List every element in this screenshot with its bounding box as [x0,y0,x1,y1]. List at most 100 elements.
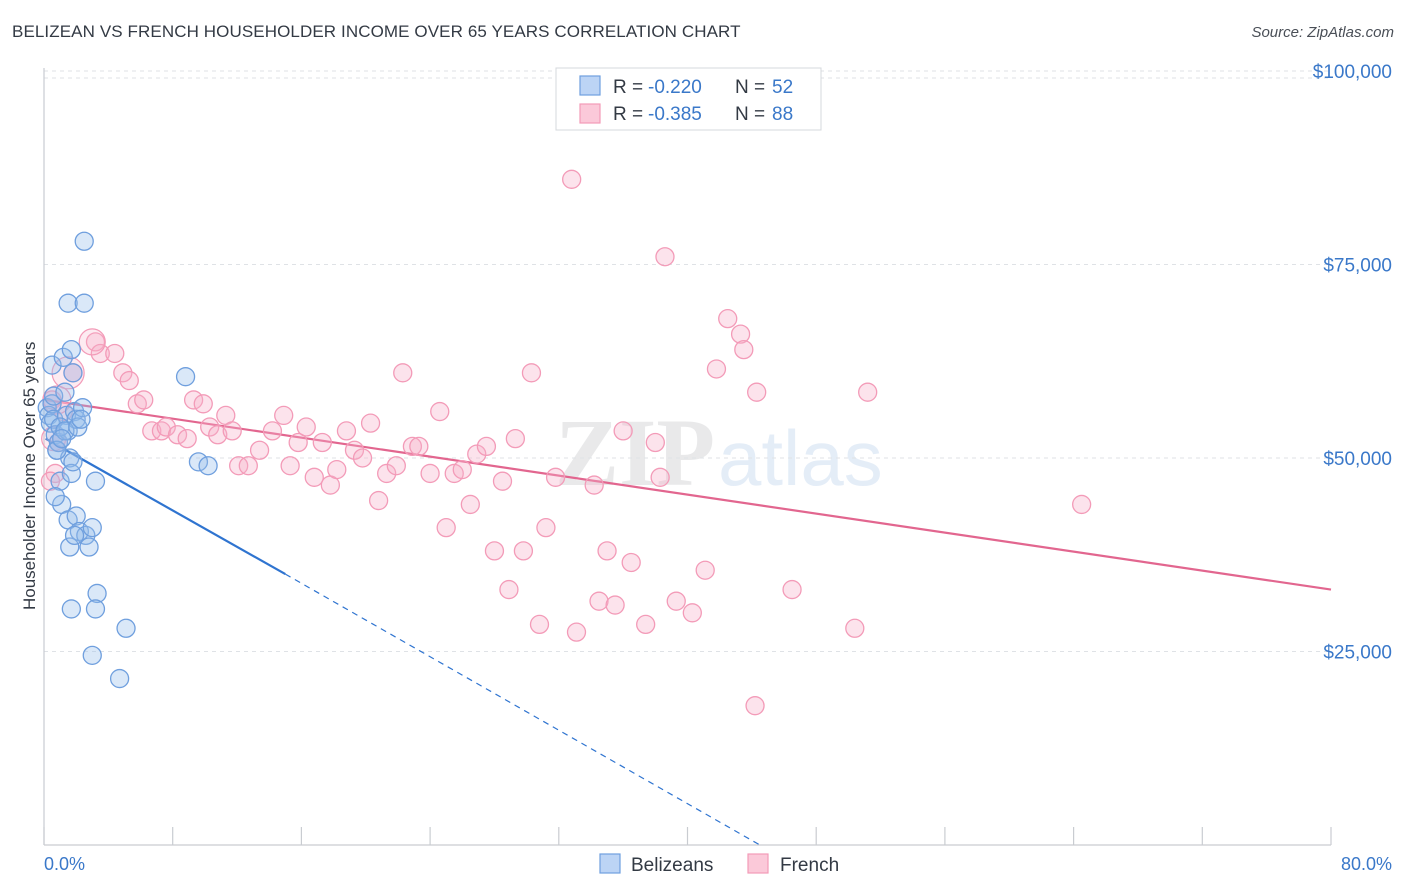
french-point-71 [645,432,665,453]
top-legend: R = -0.220 N = 52 R = -0.385 N = 88 [555,67,822,131]
belizeans-point-39 [109,668,130,689]
french-point-42 [393,363,413,383]
french-point-31 [304,467,324,487]
french-point-19 [200,417,220,437]
belizeans-point-38 [82,645,102,666]
trend-line-french [45,398,1332,591]
french-point-45 [420,463,440,484]
legend-swatch-belizeans [579,75,601,96]
french-point-76 [695,560,715,580]
french-point-81 [747,382,767,402]
french-point-20 [208,425,228,445]
french-point-70 [636,614,656,635]
belizeans-point-20 [66,409,86,429]
belizeans-point-8 [44,386,64,406]
french-point-53 [484,541,505,561]
belizeans-point-25 [66,506,86,526]
french-point-17 [183,390,204,410]
french-point-24 [238,456,258,476]
french-point-18 [193,394,213,414]
legend-n-label-belizeans: N = [735,77,765,98]
french-point-56 [505,428,526,449]
belizeans-point-30 [74,293,94,313]
french-point-57 [513,541,534,561]
belizeans-point-28 [58,293,78,313]
french-point-49 [452,459,472,480]
belizeans-point-29 [74,231,94,251]
french-point-22 [222,421,242,441]
french-point-86 [1071,494,1092,515]
french-point-79 [730,324,751,344]
french-point-77 [706,359,727,379]
french-point-8 [113,363,133,383]
french-point-32 [312,432,332,453]
french-point-73 [650,467,670,487]
belizeans-point-3 [42,394,62,414]
chart-title: BELIZEAN VS FRENCH HOUSEHOLDER INCOME OV… [12,22,741,41]
french-point-35 [336,421,357,441]
legend-r-label-french: R = [613,104,643,125]
y-tick-labels: $25,000 $50,000 $75,000 $100,000 [1313,62,1392,664]
french-point-26 [262,421,283,441]
french-point-27 [274,405,294,426]
french-point-63 [566,622,587,642]
french-point-9 [119,370,139,391]
french-point-16 [177,428,197,449]
french-point-66 [597,541,617,561]
series-belizeans-points [37,231,218,689]
legend-r-value-french: -0.385 [648,104,702,125]
french-point-28 [280,456,300,476]
french-point-54 [492,471,513,491]
belizeans-point-7 [42,355,62,375]
belizeans-point-18 [63,363,83,383]
belizeans-point-37 [61,599,81,619]
legend-r-label-belizeans: R = [613,77,643,98]
x-tick-label-max: 80.0% [1341,854,1392,874]
bottom-legend: Belizeans French [599,853,839,876]
belizeans-point-51 [52,428,72,449]
watermark: ZIP atlas [555,399,883,506]
french-cluster-point-1 [78,328,106,356]
french-point-51 [467,444,487,464]
french-point-30 [296,417,316,437]
y-tick-label-2: $75,000 [1323,255,1392,276]
french-point-23 [229,456,249,476]
legend-n-value-french: 88 [772,104,793,125]
french-point-67 [605,595,625,615]
french-point-72 [655,247,675,267]
french-point-69 [621,552,641,573]
french-point-65 [589,591,609,611]
french-point-43 [402,436,423,457]
y-tick-label-1: $50,000 [1323,449,1392,470]
bottom-legend-label-french: French [780,855,839,876]
french-point-6 [90,343,110,364]
legend-n-value-belizeans: 52 [772,77,793,98]
french-point-11 [134,390,154,410]
trend-line-belizeans [45,437,286,576]
french-point-46 [430,401,450,422]
french-point-59 [529,614,550,635]
french-point-58 [521,363,542,383]
x-tick-label-min: 0.0% [44,854,85,874]
legend-swatch-french [579,103,601,124]
french-point-40 [377,463,397,484]
gridlines [44,70,1331,652]
french-point-64 [584,475,604,495]
belizeans-point-35 [87,583,107,604]
french-point-47 [436,517,456,538]
french-point-83 [782,579,802,600]
french-point-78 [718,309,738,329]
belizeans-point-48 [71,409,91,429]
french-point-41 [386,456,406,476]
belizeans-point-24 [63,452,83,472]
source-credit: Source: ZipAtlas.com [1251,24,1394,41]
french-point-14 [156,417,176,437]
french-point-55 [499,579,519,600]
french-point-82 [745,696,765,716]
french-point-25 [249,440,270,460]
belizeans-point-17 [61,339,81,360]
french-point-15 [167,425,188,445]
bottom-legend-swatch-french [747,853,769,874]
watermark-zip: ZIP [555,399,715,506]
